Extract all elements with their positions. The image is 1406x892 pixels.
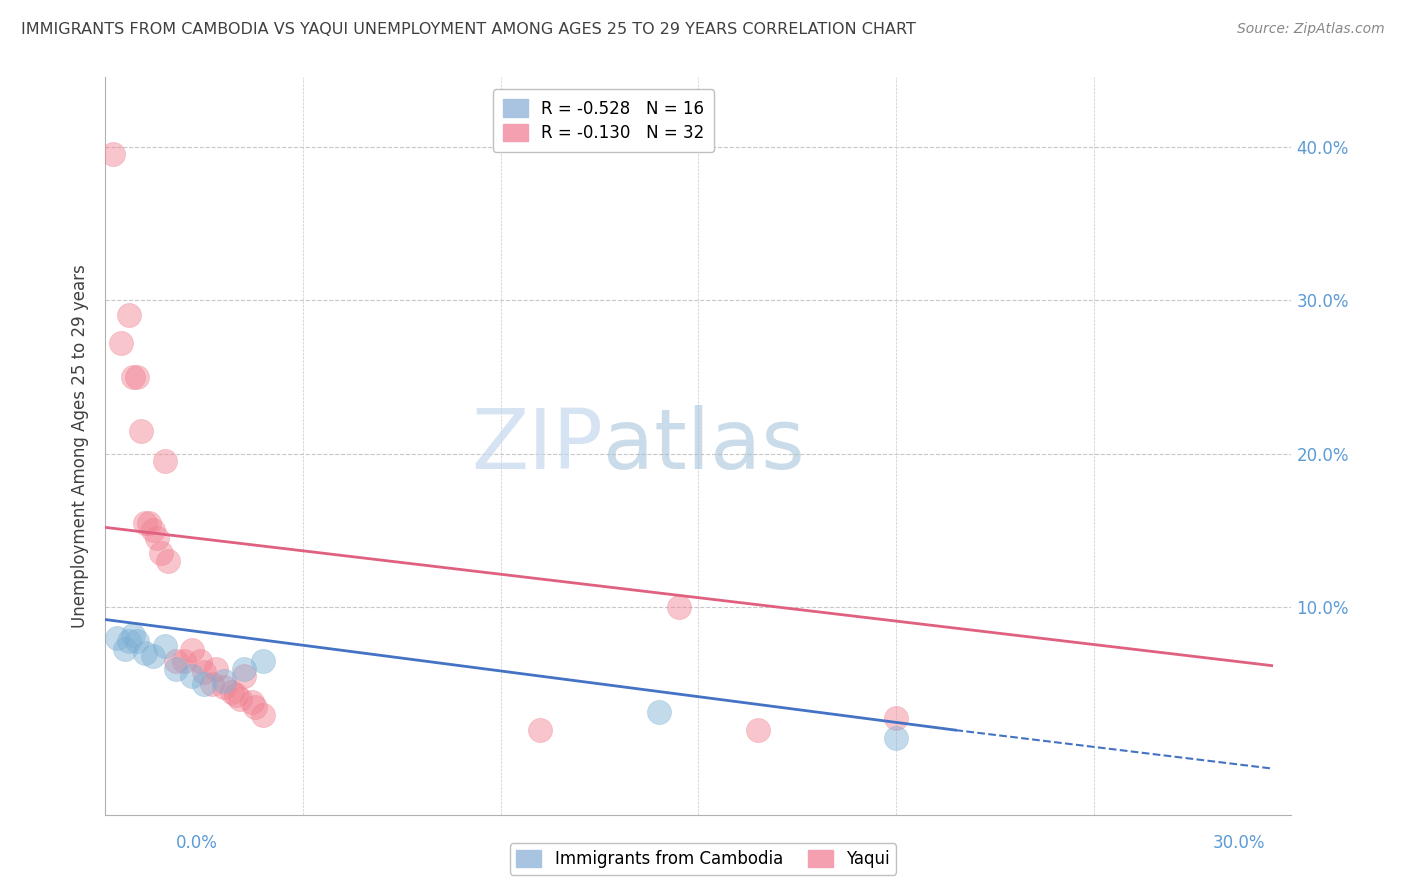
Point (142, 649, 165, 664)
Text: atlas: atlas (603, 406, 806, 486)
Point (212, 680, 235, 694)
Text: ZIP: ZIP (471, 406, 603, 486)
Point (212, 673, 235, 688)
Point (252, 654, 274, 668)
Point (240, 696, 263, 710)
Point (153, 454, 176, 468)
Point (747, 723, 769, 737)
Point (668, 600, 690, 615)
Point (529, 723, 551, 737)
Point (101, 147, 124, 161)
Point (193, 665, 215, 679)
Point (138, 516, 160, 530)
Text: IMMIGRANTS FROM CAMBODIA VS YAQUI UNEMPLOYMENT AMONG AGES 25 TO 29 YEARS CORRELA: IMMIGRANTS FROM CAMBODIA VS YAQUI UNEMPL… (21, 22, 915, 37)
Point (884, 731, 907, 745)
Point (228, 692, 250, 706)
Point (114, 641, 136, 656)
Point (252, 707, 274, 722)
Point (205, 662, 228, 676)
Point (105, 631, 128, 645)
Point (129, 424, 152, 438)
Point (134, 646, 156, 660)
Text: 0.0%: 0.0% (176, 834, 218, 852)
Point (648, 705, 671, 719)
Point (201, 677, 224, 691)
Point (157, 554, 180, 568)
Point (232, 669, 254, 683)
Point (225, 688, 247, 702)
Point (118, 634, 141, 648)
Point (125, 634, 148, 648)
Text: 30.0%: 30.0% (1213, 834, 1265, 852)
Point (118, 309, 141, 323)
Point (165, 662, 187, 676)
Point (122, 628, 145, 642)
Point (110, 336, 132, 351)
Legend: Immigrants from Cambodia, Yaqui: Immigrants from Cambodia, Yaqui (509, 843, 897, 875)
Point (125, 370, 148, 384)
Point (122, 370, 145, 384)
Point (221, 684, 243, 698)
Point (145, 531, 167, 545)
Point (181, 643, 204, 657)
Legend: R = -0.528   N = 16, R = -0.130   N = 32: R = -0.528 N = 16, R = -0.130 N = 32 (492, 89, 714, 153)
Point (232, 662, 254, 676)
Point (153, 639, 176, 653)
Point (142, 524, 165, 538)
Y-axis label: Unemployment Among Ages 25 to 29 years: Unemployment Among Ages 25 to 29 years (72, 264, 89, 628)
Point (149, 547, 172, 561)
Point (181, 669, 204, 683)
Point (245, 700, 267, 714)
Point (188, 654, 211, 668)
Point (165, 654, 187, 668)
Point (193, 677, 215, 691)
Point (884, 711, 907, 725)
Point (134, 516, 156, 530)
Point (173, 654, 195, 668)
Text: Source: ZipAtlas.com: Source: ZipAtlas.com (1237, 22, 1385, 37)
